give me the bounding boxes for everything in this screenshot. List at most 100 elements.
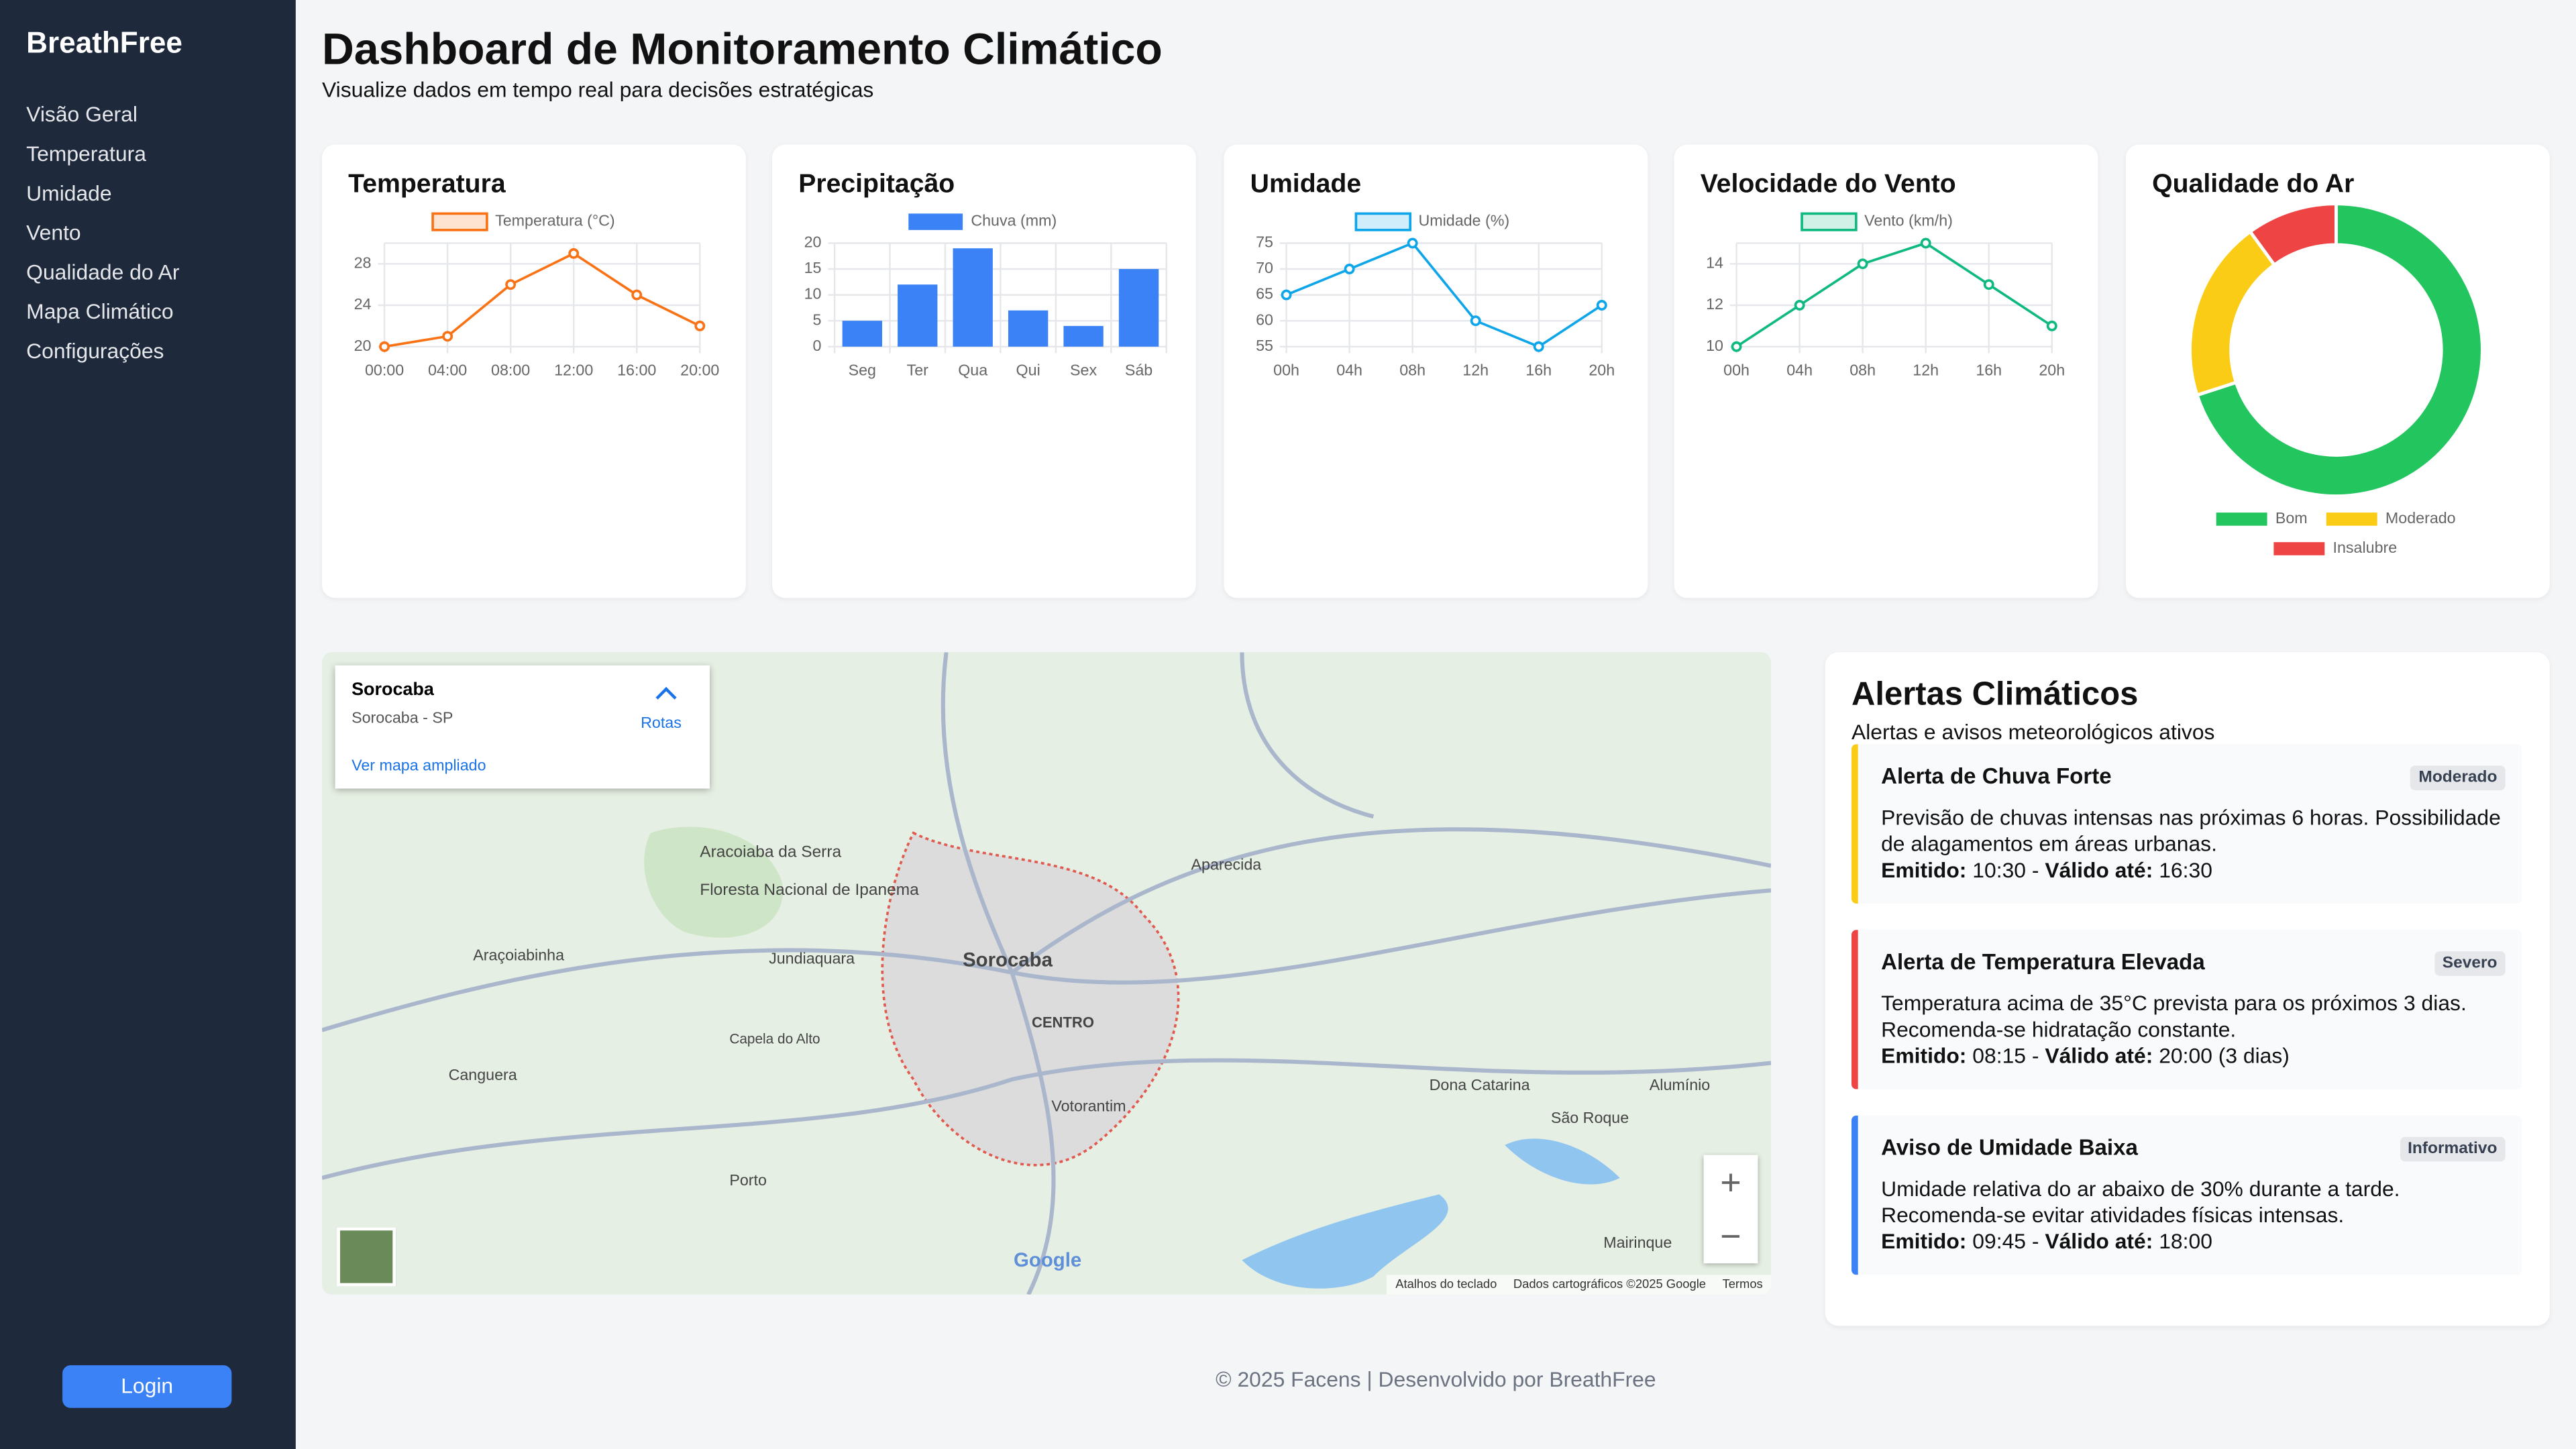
roads [322,652,1771,1295]
nav-item[interactable]: Umidade [26,180,112,206]
zoom-controls[interactable]: + − [1703,1155,1758,1264]
y-tick-label: 10 [804,285,822,303]
alerts-subtitle: Alertas e avisos meteorológicos ativos [1851,719,2215,745]
place-label: Porto [729,1171,767,1189]
legend-label: Temperatura (°C) [495,212,615,229]
x-tick-label: 00h [1273,362,1299,379]
y-tick-label: 70 [1256,259,1273,276]
y-tick-label: 5 [813,311,822,328]
x-tick-label: Sex [1070,362,1097,379]
point [631,289,643,301]
footer: © 2025 Facens | Desenvolvido por BreathF… [1216,1366,1656,1392]
legend-swatch [2326,513,2377,526]
y-tick-label: 55 [1256,337,1273,354]
chart-card: Velocidade do Vento 10 12 14 00h 04h 08h 12h 16h… [1674,144,2098,598]
issued-time: 09:45 - [1972,1228,2039,1254]
nav-item[interactable]: Qualidade do Ar [26,259,180,284]
nav-item[interactable]: Visão Geral [26,101,138,127]
map-footer-link: Dados cartográficos ©2025 Google [1513,1276,1707,1291]
alert-item: Alerta de Temperatura Elevada Severo Tempe… [1851,930,2522,1089]
doughnut-slice [2195,202,2484,498]
valid-time: 18:00 [2159,1228,2212,1254]
line [1735,241,2053,348]
point [1983,279,1994,290]
chart-card: Qualidade do Ar Bom Moderado Insalubre [2125,144,2550,598]
chart: 20 24 28 00:00 04:00 08:00 12:00 16:00 20:00 Temp… [354,212,720,379]
nav-item[interactable]: Mapa Climático [26,299,174,324]
alerts-title: Alertas Climáticos [1851,676,2139,713]
alert-times: Emitido: 08:15 - Válido até: 20:00 (3 di… [1881,1043,2290,1068]
y-tick-label: 15 [804,259,822,276]
alert-title: Aviso de Umidade Baixa [1881,1135,2138,1160]
place-label: Aparecida [1191,856,1262,873]
legend-label: Chuva (mm) [971,212,1057,229]
issued-time: 08:15 - [1972,1043,2039,1068]
place-label: Dona Catarina [1430,1076,1530,1093]
place-label: Araçoiabinha [473,946,564,963]
y-tick-label: 75 [1256,233,1273,251]
bar [842,321,882,347]
doughnut-slice [2188,229,2277,398]
y-tick-label: 60 [1256,311,1273,328]
x-tick-label: 08h [1849,362,1876,379]
chart-card: Temperatura 20 24 28 00:00 04:00 08:00 12:00 16:… [322,144,746,598]
water [1242,1138,1620,1289]
nav-item[interactable]: Temperatura [26,141,146,166]
point [1407,237,1418,249]
chart-card: Umidade 55 60 65 70 75 00h 04h 08h 12h 16h 20h Umida… [1224,144,1648,598]
alert-text: Temperatura acima de 35°C prevista para … [1881,990,2467,1016]
y-tick-label: 0 [813,337,822,354]
legend-swatch [2273,542,2325,555]
place-label: São Roque [1551,1109,1629,1126]
alert-text: de alagamentos em áreas urbanas. [1881,831,2217,856]
place-label: Canguera [449,1066,517,1083]
legend-label: Umidade (%) [1418,212,1509,229]
legend-swatch [431,212,488,231]
alert-text: Previsão de chuvas intensas nas próximas… [1881,805,2501,830]
y-tick-label: 20 [354,337,372,354]
brand: BreathFree [26,26,182,60]
chart-title: Velocidade do Vento [1700,170,1956,199]
x-tick-label: 20h [1589,362,1615,379]
bar [1118,269,1159,347]
place-label: Aracoiaba da Serra [700,843,841,861]
routes-link[interactable]: Rotas [641,714,682,733]
point [379,341,390,352]
bar [1008,310,1049,347]
x-tick-label: 16:00 [617,362,656,379]
place-label: Jundiaquara [769,949,855,967]
chart-title: Umidade [1250,170,1362,199]
valid-label: Válido até: [2045,1228,2153,1254]
place-label: Votorantim [1051,1097,1126,1115]
x-tick-label: 20h [2039,362,2065,379]
page-title: Dashboard de Monitoramento Climático [322,24,1163,74]
map[interactable]: Sorocaba CENTRO Votorantim Aparecida Dona Ca… [322,652,1771,1295]
chart-card: Precipitação 0 5 10 15 20 Seg Ter Qua Qui Sex Sáb Ch… [772,144,1196,598]
nav-item[interactable]: Configurações [26,338,164,364]
point [1794,300,1805,311]
page-subtitle: Visualize dados em tempo real para decis… [322,77,874,102]
point [1344,264,1355,274]
x-tick-label: Qua [958,362,987,379]
chart-title: Temperatura [348,170,506,199]
alert-times: Emitido: 09:45 - Válido até: 18:00 [1881,1229,2212,1254]
login-button[interactable]: Login [62,1365,232,1408]
alerts-panel: Alertas Climáticos Alertas e avisos mete… [1825,652,2550,1326]
enlarge-link[interactable]: Ver mapa ampliado [352,757,486,775]
chart-title: Qualidade do Ar [2152,170,2355,199]
point [1533,341,1544,352]
x-tick-label: 12h [1913,362,1939,379]
bar [1063,325,1104,347]
point [694,320,706,331]
x-tick-label: 04:00 [428,362,467,379]
satellite-toggle[interactable] [337,1227,396,1287]
doughnut-slice [2247,202,2338,268]
legend-swatch [1801,212,1858,231]
map-info-card: Sorocaba Sorocaba - SP Rotas Ver mapa am… [335,665,710,789]
point [505,279,517,290]
y-tick-label: 20 [804,233,822,251]
alert-title: Alerta de Chuva Forte [1881,763,2112,789]
x-tick-label: 00h [1723,362,1750,379]
nav-item[interactable]: Vento [26,220,81,245]
y-tick-label: 65 [1256,285,1273,303]
